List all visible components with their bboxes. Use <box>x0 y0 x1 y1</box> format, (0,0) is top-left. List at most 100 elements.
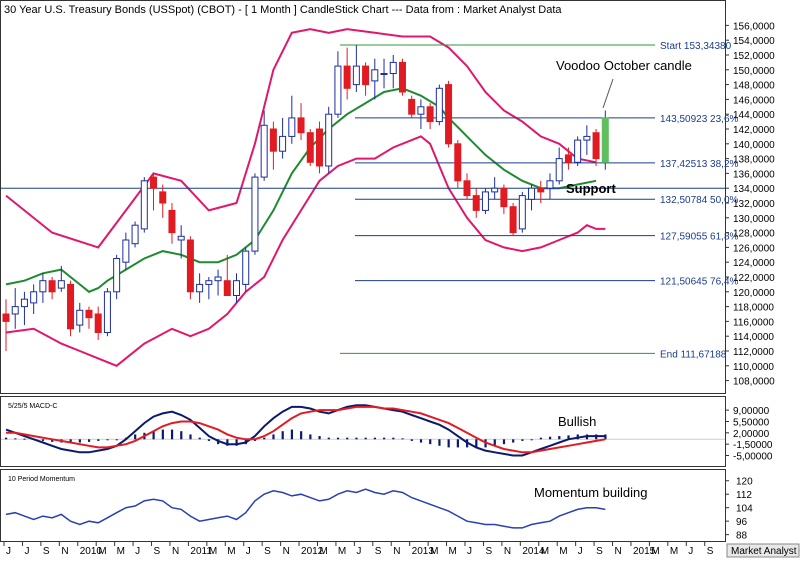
macd-tick-label-4: -5,00000 <box>733 452 773 463</box>
macd-bar-28 <box>263 437 266 440</box>
momentum-axis: 120 112 104 96 88 <box>725 477 753 542</box>
time-tick-label-1: J <box>24 546 29 557</box>
candle-body-32 <box>297 117 305 134</box>
mom-tick-label-0: 120 <box>736 477 753 488</box>
candle-body-42 <box>389 61 397 75</box>
macd-bar-5 <box>51 439 54 442</box>
momentum-building-label: Momentum building <box>534 485 647 500</box>
candle-body-50 <box>463 180 471 197</box>
macd-series-0 <box>5 404 606 457</box>
candle-body-58 <box>537 187 545 193</box>
candle-body-11 <box>103 291 111 333</box>
time-tick-label-33: N <box>615 546 622 557</box>
moving-average-line <box>5 87 597 293</box>
price-tick-label-22: 112,0000 <box>733 347 774 358</box>
candle-body-65 <box>601 117 609 163</box>
price-tick-label-9: 138,0000 <box>733 155 775 166</box>
macd-bar-31 <box>290 429 294 440</box>
bollinger-bands <box>5 28 606 367</box>
macd-bar-17 <box>161 429 164 440</box>
macd-bar-38 <box>355 437 358 440</box>
candle-body-0 <box>2 313 10 322</box>
price-tick-label-11: 134,0000 <box>733 184 775 195</box>
candle-body-41 <box>380 73 388 75</box>
macd-bar-43 <box>401 438 404 440</box>
time-tick-label-36: M <box>670 546 678 557</box>
price-axis: 156,0000 154,0000 152,0000 150,0000 148,0000… <box>725 21 775 388</box>
price-tick-label-4: 148,0000 <box>733 81 775 92</box>
time-tick-label-38: S <box>707 546 714 557</box>
macd-bar-7 <box>69 439 72 444</box>
macd-bar-11 <box>106 439 109 441</box>
macd-bar-55 <box>512 439 515 443</box>
macd-title: 5/25/5 MACD-C <box>8 403 57 410</box>
time-tick-label-35: M <box>651 546 659 557</box>
time-tick-label-21: N <box>393 546 400 557</box>
candle-body-24 <box>223 280 231 297</box>
candle-body-34 <box>315 128 323 167</box>
macd-bar-1 <box>14 438 17 440</box>
macd-bar-41 <box>383 437 386 440</box>
bollinger-upper-line <box>5 28 597 249</box>
macd-bar-36 <box>336 437 340 440</box>
candle-body-40 <box>371 69 379 82</box>
candle-body-45 <box>417 106 425 115</box>
macd-bar-12 <box>115 439 118 441</box>
price-tick-label-21: 114,0000 <box>733 332 774 343</box>
candle-body-2 <box>20 298 28 308</box>
macd-bar-9 <box>87 439 91 442</box>
candle-body-10 <box>94 313 102 333</box>
brand-label: Market Analyst 6 <box>731 546 800 557</box>
candle-body-13 <box>122 239 130 263</box>
candle-body-19 <box>177 235 185 241</box>
time-tick-label-26: S <box>485 546 492 557</box>
voodoo-label: Voodoo October candle <box>556 58 692 73</box>
candle-body-7 <box>67 283 75 330</box>
price-tick-label-23: 110,0000 <box>733 362 774 373</box>
fib-label-3: 132,50784 50,0% <box>660 195 739 206</box>
time-tick-label-9: N <box>172 546 179 557</box>
voodoo-pointer <box>602 78 614 109</box>
price-tick-label-7: 142,0000 <box>733 125 775 136</box>
price-tick-label-14: 128,0000 <box>733 229 775 240</box>
time-tick-label-0: J <box>6 546 11 557</box>
macd-bar-30 <box>281 431 284 440</box>
candle-body-55 <box>509 206 517 234</box>
time-tick-label-31: J <box>578 546 583 557</box>
support-label: Support <box>566 181 616 196</box>
time-tick-label-8: S <box>154 546 161 557</box>
price-tick-label-16: 124,0000 <box>733 258 775 269</box>
fib-label-1: 143,50923 23,6% <box>660 114 739 125</box>
macd-bar-8 <box>78 439 81 443</box>
macd-bar-45 <box>419 439 423 443</box>
macd-bar-51 <box>475 439 478 448</box>
candle-body-25 <box>233 280 240 297</box>
macd-bar-20 <box>189 434 192 440</box>
time-tick-label-34: 2015 <box>633 546 656 557</box>
macd-bar-32 <box>300 431 303 440</box>
time-tick-label-10: 2011 <box>190 546 212 557</box>
macd-bar-21 <box>198 437 201 440</box>
macd-bar-2 <box>23 438 26 440</box>
price-tick-label-1: 154,0000 <box>733 36 775 47</box>
candle-body-20 <box>186 239 194 293</box>
candle-body-43 <box>398 61 406 93</box>
candle-body-21 <box>196 283 204 293</box>
candle-body-47 <box>435 87 443 123</box>
time-tick-label-16: 2012 <box>301 546 324 557</box>
time-tick-label-3: N <box>61 546 68 557</box>
candle-body-9 <box>85 309 93 319</box>
candle-body-28 <box>260 124 268 178</box>
mom-tick-label-3: 96 <box>736 517 748 528</box>
candle-body-31 <box>288 117 296 137</box>
price-tick-label-19: 118,0000 <box>733 303 774 314</box>
macd-bar-24 <box>226 439 229 446</box>
time-tick-label-7: J <box>135 546 140 557</box>
time-tick-label-37: J <box>688 546 693 557</box>
time-tick-label-24: M <box>449 546 457 557</box>
macd-bar-48 <box>447 439 450 448</box>
candle-body-44 <box>408 98 416 115</box>
candle-body-35 <box>325 113 333 167</box>
macd-bar-58 <box>539 437 542 440</box>
